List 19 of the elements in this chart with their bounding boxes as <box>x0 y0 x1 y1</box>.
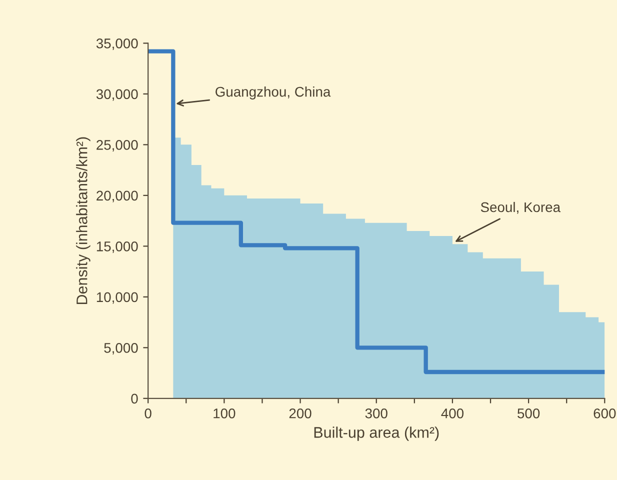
y-tick-label: 15,000 <box>96 242 138 253</box>
x-tick-label: 400 <box>441 408 464 418</box>
y-axis-title: Density (inhabitants/km²) <box>76 137 90 304</box>
x-tick-label: 500 <box>518 408 540 418</box>
annotation: Seoul, Korea <box>480 202 561 214</box>
x-tick-label: 100 <box>214 408 236 418</box>
x-tick-label: 600 <box>594 408 616 418</box>
x-axis-title: Built-up area (km²) <box>314 426 439 441</box>
x-tick-label: 0 <box>144 408 152 418</box>
x-tick-label: 300 <box>365 408 388 418</box>
annotation: Guangzhou, China <box>216 86 331 100</box>
y-tick-label: 0 <box>131 394 138 404</box>
x-tick-label: 200 <box>289 408 312 418</box>
y-tick-label: 20,000 <box>96 190 138 202</box>
y-tick-label: 25,000 <box>96 140 138 152</box>
y-tick-label: 30,000 <box>96 89 138 101</box>
y-tick-label: 10,000 <box>96 292 138 304</box>
y-tick-label: 5,000 <box>104 342 138 354</box>
y-tick-label: 35,000 <box>96 38 138 50</box>
